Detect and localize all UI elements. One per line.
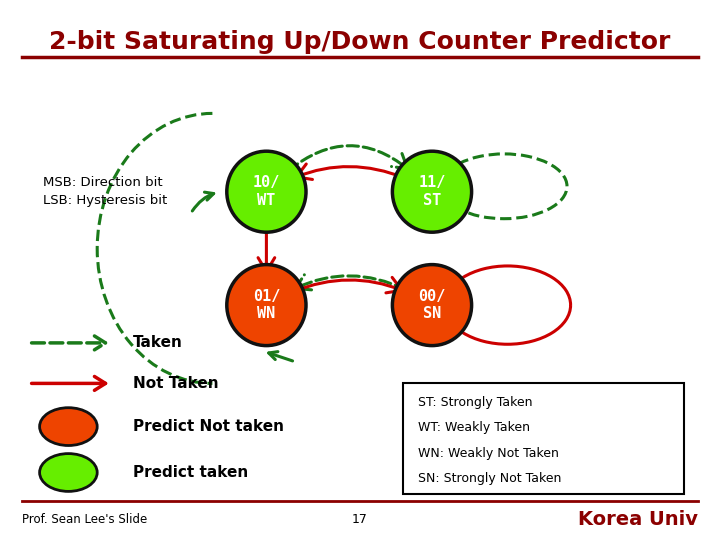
Text: 01/
WN: 01/ WN <box>253 289 280 321</box>
FancyArrowPatch shape <box>295 275 405 290</box>
Text: Prof. Sean Lee's Slide: Prof. Sean Lee's Slide <box>22 513 147 526</box>
Text: Korea Univ: Korea Univ <box>578 510 698 529</box>
Text: Predict Not taken: Predict Not taken <box>133 419 284 434</box>
Ellipse shape <box>227 265 306 346</box>
Text: ST: Strongly Taken: ST: Strongly Taken <box>418 396 532 409</box>
Text: Taken: Taken <box>133 335 183 350</box>
Ellipse shape <box>40 454 97 491</box>
FancyBboxPatch shape <box>403 383 684 494</box>
Text: 17: 17 <box>352 513 368 526</box>
Text: 11/
ST: 11/ ST <box>418 176 446 208</box>
Ellipse shape <box>392 265 472 346</box>
Ellipse shape <box>227 151 306 232</box>
FancyArrowPatch shape <box>32 376 106 390</box>
Ellipse shape <box>40 408 97 445</box>
Text: MSB: Direction bit
LSB: Hysteresis bit: MSB: Direction bit LSB: Hysteresis bit <box>43 176 168 207</box>
Text: WN: Weakly Not Taken: WN: Weakly Not Taken <box>418 447 559 460</box>
FancyArrowPatch shape <box>297 164 405 179</box>
FancyArrowPatch shape <box>289 146 408 171</box>
Text: Predict taken: Predict taken <box>133 465 248 480</box>
Text: 2-bit Saturating Up/Down Counter Predictor: 2-bit Saturating Up/Down Counter Predict… <box>49 30 671 53</box>
Text: Not Taken: Not Taken <box>133 376 219 391</box>
Ellipse shape <box>392 151 472 232</box>
FancyArrowPatch shape <box>32 336 106 350</box>
FancyArrowPatch shape <box>258 222 275 272</box>
Text: 00/
SN: 00/ SN <box>418 289 446 321</box>
Text: WT: Weakly Taken: WT: Weakly Taken <box>418 421 530 434</box>
Text: 10/
WT: 10/ WT <box>253 176 280 208</box>
FancyArrowPatch shape <box>294 278 402 293</box>
Text: SN: Strongly Not Taken: SN: Strongly Not Taken <box>418 472 561 485</box>
